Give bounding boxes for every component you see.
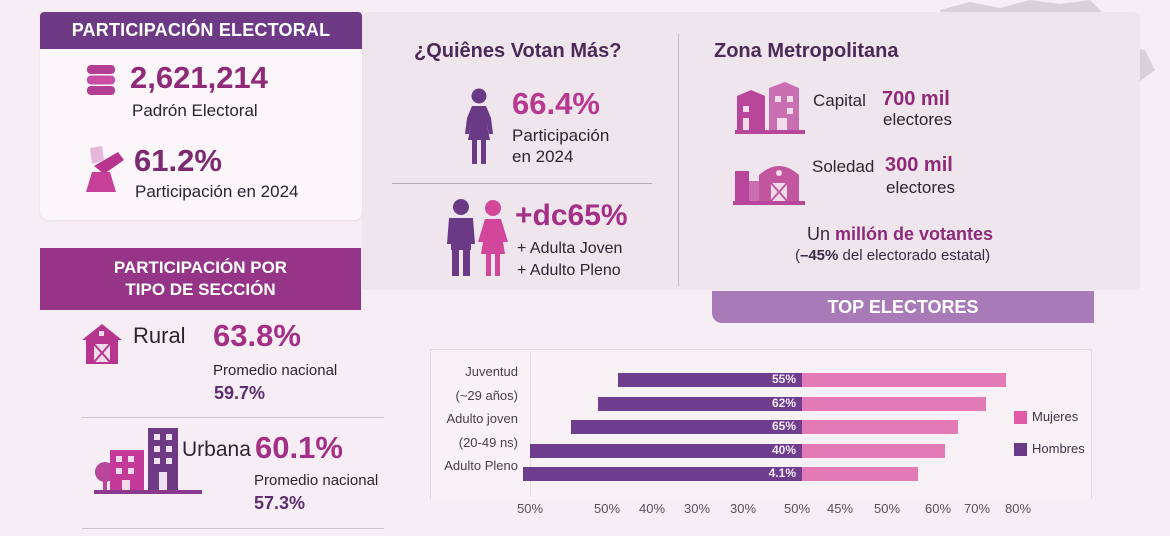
participacion-header: PARTICIPACIÓN ELECTORAL [40,12,362,49]
category-label: (~29 años) [455,387,518,403]
seccion-header-line-2: TIPO DE SECCIÓN [125,280,276,299]
legend-label-mujeres: Mujeres [1032,409,1079,424]
x-tick-label: 60% [924,501,952,516]
x-tick-label: 80% [1004,501,1032,516]
x-tick-label: 30% [683,501,711,516]
urbana-label: Urbana [182,438,251,461]
rural-value: 63.8% [213,318,301,353]
database-stack-icon [87,65,115,95]
women-participation-value: 66.4% [512,86,600,121]
bar-value-label: 4.1% [768,466,796,480]
bar-hombres [530,443,802,458]
legend-swatch-mujeres [1014,411,1027,424]
zona-summary-pre: Un [807,224,831,244]
x-tick-label: 50% [516,501,544,516]
bar-hombres [523,467,802,481]
soledad-barn-icon [733,166,805,205]
bar-value-label: 55% [771,372,796,386]
x-tick-label: 45% [826,501,854,516]
seccion-separator-bottom [82,528,384,529]
x-tick-label: 50% [593,501,621,516]
capital-value: 700 mil [882,88,950,110]
urbana-avg-value: 57.3% [254,493,306,513]
woman-icon [465,88,493,164]
bar-mujeres [802,420,959,434]
x-tick-label: 40% [638,501,666,516]
city-buildings-icon [94,428,202,494]
bar-mujeres [802,373,1006,387]
note-text: del electorado estatal) [838,247,991,264]
participacion-value: 61.2% [134,143,222,178]
padron-label: Padrón Electoral [132,101,258,120]
chart-gridline [530,352,531,497]
couple-line-2: + Adulto Pleno [517,262,621,279]
capital-unit: electores [883,110,952,129]
category-label: Juventud [465,364,518,379]
rural-label: Rural [133,323,186,348]
soledad-unit: electores [886,178,955,197]
x-tick-label: 30% [729,501,757,516]
bar-value-label: 65% [771,419,796,433]
capital-buildings-icon [735,82,805,134]
soledad-label: Soledad [812,157,875,176]
women-participation-label-2: en 2024 [512,147,574,166]
quienes-divider [392,183,652,184]
urbana-value: 60.1% [255,430,343,465]
category-label: Adulto joven [446,411,518,426]
rural-avg-label: Promedio nacional [213,362,338,379]
category-label: (20-49 ns) [458,434,518,450]
zona-summary-bold: millón de votantes [835,224,994,244]
bar-mujeres [802,396,986,411]
ballot-box-icon [86,146,124,192]
legend-label-hombres: Hombres [1032,441,1085,456]
x-tick-label: 70% [963,501,991,516]
quienes-title: ¿Quiênes Votan Más? [414,40,622,62]
category-label: Adulto Pleno [444,458,518,473]
urbana-avg-label: Promedio nacional [254,472,379,489]
seccion-header-line-1: PARTICIPACIÓN POR [113,258,288,277]
participacion-label: Participación en 2024 [135,182,299,201]
legend-swatch-hombres [1014,443,1027,456]
bar-mujeres [802,467,918,481]
bar-hombres [598,396,802,411]
padron-value: 2,621,214 [130,60,268,95]
soledad-value: 300 mil [885,154,953,176]
zona-summary-note: (–45% del electorado estatal) [795,247,990,264]
women-participation-label-1: Participación [512,126,610,145]
rural-avg-value: 59.7% [214,383,266,403]
x-tick-label: 50% [873,501,901,516]
bar-mujeres [802,443,945,458]
bar-hombres [570,420,802,434]
couple-line-1: + Adulta Joven [517,240,623,257]
top-electores-header: TOP ELECTORES [712,291,1094,323]
barn-icon [82,324,122,364]
couple-value: +dc65% [515,199,628,232]
note-open: ( [795,247,800,264]
zona-summary: Un millón de votantes [807,224,993,245]
seccion-header: PARTICIPACIÓN POR TIPO DE SECCIÓN [40,248,361,310]
capital-label: Capital [813,91,866,110]
seccion-separator [82,417,384,418]
panel-divider [678,34,679,286]
note-percent: –45% [800,247,839,264]
bar-hombres [618,373,802,387]
bar-value-label: 40% [771,442,796,457]
x-tick-label: 50% [783,501,811,516]
zona-title: Zona Metropolitana [714,40,899,62]
couple-icon [447,199,508,276]
bar-value-label: 62% [771,395,796,410]
